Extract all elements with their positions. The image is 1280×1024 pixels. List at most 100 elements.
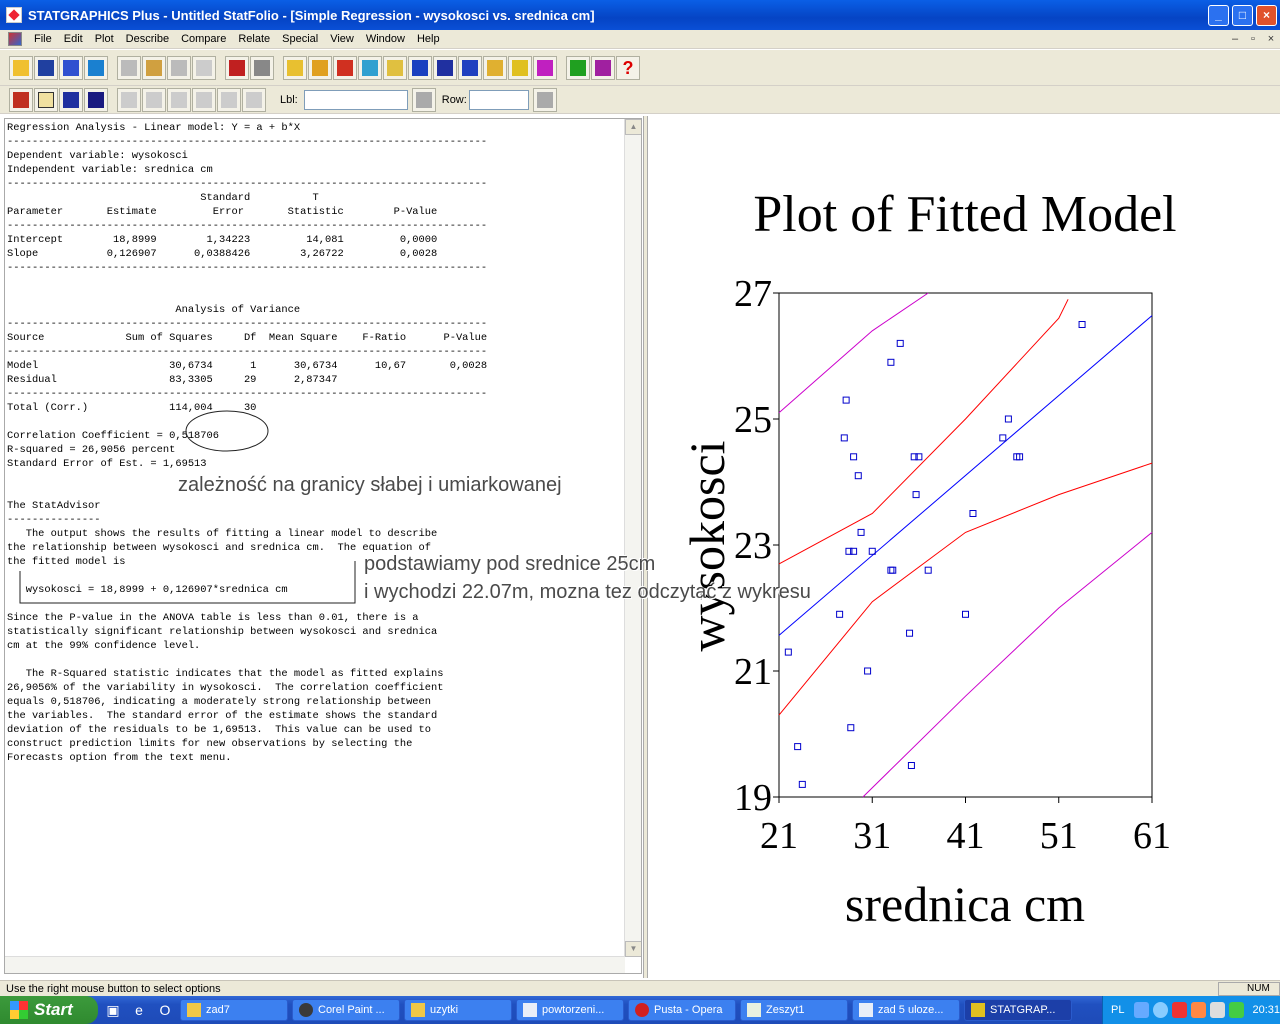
undo-icon[interactable]: [192, 55, 216, 80]
statadvisor-icon[interactable]: [591, 55, 615, 80]
task-zeszyt1[interactable]: Zeszyt1: [740, 999, 848, 1021]
app-icon[interactable]: [6, 7, 22, 23]
task-uzytki[interactable]: uzytki: [404, 999, 512, 1021]
data-point: [1016, 453, 1024, 461]
minimize-button[interactable]: _: [1208, 4, 1229, 26]
language-indicator[interactable]: PL: [1111, 1004, 1125, 1016]
data-point: [784, 648, 792, 656]
antivirus-icon[interactable]: [1172, 1002, 1188, 1018]
menu-window[interactable]: Window: [365, 33, 405, 45]
open-icon[interactable]: [9, 55, 33, 80]
task-zad7[interactable]: zad7: [180, 999, 288, 1021]
task-opera[interactable]: Pusta - Opera: [628, 999, 736, 1021]
x-axis-label: srednica cm: [845, 876, 1085, 932]
data-point: [794, 743, 802, 751]
pane-splitter[interactable]: [643, 116, 648, 978]
menu-relate[interactable]: Relate: [238, 33, 271, 45]
print-icon[interactable]: [225, 55, 249, 80]
mdi-close-button[interactable]: ×: [1267, 33, 1275, 45]
menu-help[interactable]: Help: [416, 33, 440, 45]
task-statgraphics[interactable]: STATGRAP...: [964, 999, 1072, 1021]
menu-edit[interactable]: Edit: [63, 33, 83, 45]
scatterplot-icon[interactable]: [283, 55, 307, 80]
scroll-down-icon[interactable]: ▼: [625, 941, 641, 957]
messenger-icon[interactable]: [1229, 1002, 1245, 1018]
desktop-icon[interactable]: ▣: [106, 1001, 120, 1018]
datasheet-icon[interactable]: [59, 55, 83, 80]
copy-icon[interactable]: [142, 55, 166, 80]
text-options-icon[interactable]: [34, 87, 58, 112]
wizard-icon[interactable]: [566, 55, 590, 80]
brush-icon[interactable]: [167, 87, 191, 112]
save-results-icon[interactable]: [84, 87, 108, 112]
y-tick-label: 27: [734, 273, 772, 315]
compare-icon[interactable]: [358, 55, 382, 80]
help-icon[interactable]: ?: [616, 55, 640, 80]
data-point: [907, 762, 915, 769]
print-preview-icon[interactable]: [250, 55, 274, 80]
timeseries-icon[interactable]: [408, 55, 432, 80]
vertical-scrollbar[interactable]: ▲ ▼: [624, 119, 641, 957]
graph-options-icon[interactable]: [59, 87, 83, 112]
input-dialog-icon[interactable]: [9, 87, 33, 112]
row-input[interactable]: [468, 89, 529, 110]
plot-pane[interactable]: Plot of Fitted Model 21 31 41 51 61 19 21 23 25 27…: [648, 116, 1280, 978]
lbl-label: Lbl:: [280, 93, 298, 106]
text-pane[interactable]: Regression Analysis - Linear model: Y = …: [4, 118, 642, 974]
save-icon[interactable]: [34, 55, 58, 80]
line-icon[interactable]: [242, 87, 266, 112]
menu-view[interactable]: View: [330, 33, 354, 45]
data-point: [887, 566, 895, 574]
task-powtorzenie[interactable]: powtorzeni...: [516, 999, 624, 1021]
lbl-input[interactable]: [303, 89, 408, 110]
close-button[interactable]: ×: [1256, 4, 1277, 26]
glm-icon[interactable]: [533, 55, 557, 80]
x-tick-label: 51: [1040, 815, 1078, 857]
regression-icon[interactable]: [458, 55, 482, 80]
volume-icon[interactable]: [1210, 1002, 1226, 1018]
safety-icon[interactable]: [1191, 1002, 1207, 1018]
smooth-icon[interactable]: [192, 87, 216, 112]
menu-file[interactable]: File: [34, 33, 52, 45]
menu-describe[interactable]: Describe: [125, 33, 170, 45]
menu-compare[interactable]: Compare: [181, 33, 227, 45]
globe-icon[interactable]: [483, 55, 507, 80]
task-label: uzytki: [430, 1004, 459, 1016]
task-zad5[interactable]: zad 5 uloze...: [852, 999, 960, 1021]
mdi-minimize-button[interactable]: –: [1231, 33, 1239, 45]
start-button[interactable]: Start: [0, 996, 98, 1024]
barchart-icon[interactable]: [333, 55, 357, 80]
network-icon[interactable]: [1134, 1002, 1150, 1018]
cut-icon[interactable]: [117, 55, 141, 80]
data-point: [845, 547, 853, 555]
data-point: [850, 453, 858, 461]
matrix-icon[interactable]: [383, 55, 407, 80]
jitter-icon[interactable]: [142, 87, 166, 112]
pane-options-icon[interactable]: [117, 87, 141, 112]
paste-icon[interactable]: [167, 55, 191, 80]
menu-plot[interactable]: Plot: [94, 33, 114, 45]
document-icon[interactable]: [8, 32, 22, 46]
ie-icon[interactable]: e: [135, 1002, 143, 1018]
control-chart-icon[interactable]: [508, 55, 532, 80]
data-point: [910, 453, 918, 461]
menu-special[interactable]: Special: [282, 33, 319, 45]
find-label-icon[interactable]: [411, 87, 436, 112]
corel-icon: [299, 1003, 313, 1017]
prediction-upper-line: [778, 292, 929, 414]
data-save-icon[interactable]: [84, 55, 108, 80]
task-label: Zeszyt1: [766, 1004, 805, 1016]
horizontal-scrollbar[interactable]: [5, 956, 625, 973]
scroll-up-icon[interactable]: ▲: [625, 119, 641, 135]
task-label: zad7: [206, 1004, 230, 1016]
y-tick-label: 23: [734, 525, 772, 567]
distribution-icon[interactable]: [433, 55, 457, 80]
opera-icon[interactable]: O: [159, 1002, 171, 1018]
summary-icon[interactable]: [308, 55, 332, 80]
back-icon[interactable]: [1153, 1002, 1169, 1018]
maximize-button[interactable]: □: [1232, 4, 1253, 26]
locate-icon[interactable]: [217, 87, 241, 112]
mdi-restore-button[interactable]: ▫: [1251, 33, 1255, 45]
task-corel[interactable]: Corel Paint ...: [292, 999, 400, 1021]
find-row-icon[interactable]: [532, 87, 557, 112]
